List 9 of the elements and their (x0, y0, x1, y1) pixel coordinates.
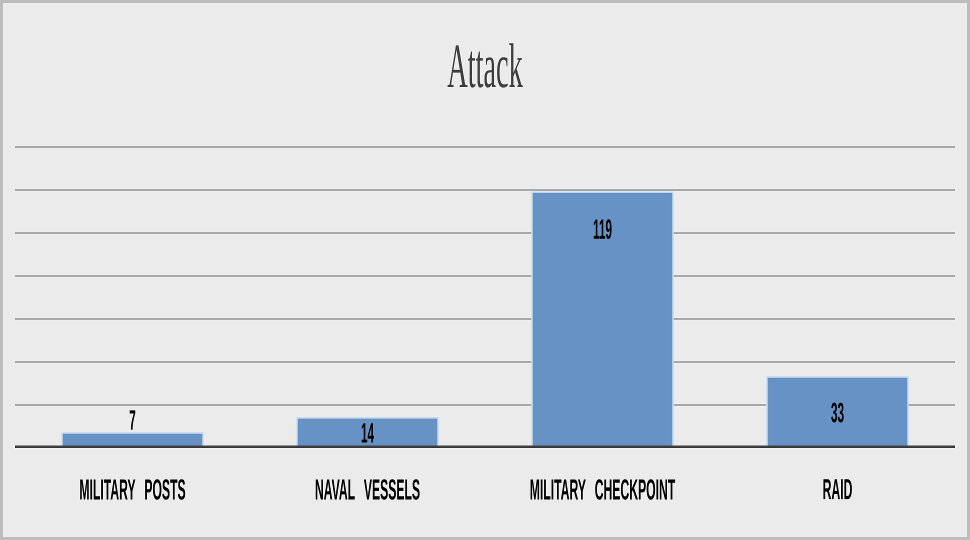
data-label: 14 (362, 423, 374, 443)
data-label: 33 (831, 402, 844, 422)
x-tick-label: RAID (823, 479, 852, 500)
data-label: 7 (130, 410, 136, 430)
chart-title: Attack (448, 43, 523, 88)
x-tick-label: NAVAL VESSELS (316, 479, 420, 500)
x-tick-label: MILITARY POSTS (80, 479, 186, 500)
data-label: 119 (594, 219, 612, 240)
x-tick-label: MILITARY CHECKPOINT (530, 479, 676, 500)
